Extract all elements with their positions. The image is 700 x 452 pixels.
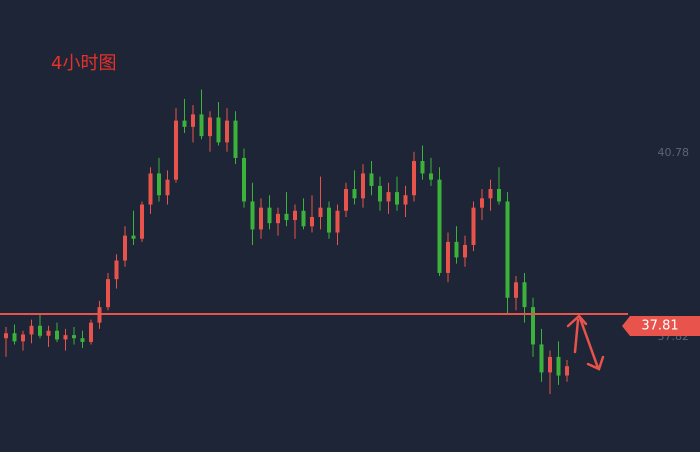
candle-body <box>259 207 263 230</box>
candle-body <box>497 189 501 202</box>
candle-body <box>531 307 535 345</box>
candle-body <box>191 114 195 127</box>
candle-body <box>403 195 408 205</box>
candle-body <box>446 241 450 273</box>
annotation-arrows <box>566 314 605 371</box>
candle-body <box>242 157 246 202</box>
candle-body <box>157 173 161 196</box>
y-tick-label: 40.78 <box>658 146 690 159</box>
candle-body <box>437 179 442 273</box>
candle-body <box>21 334 25 342</box>
candle-body <box>38 325 42 336</box>
candle-body <box>318 207 323 217</box>
price-tag-bg <box>622 316 700 336</box>
candle-body <box>463 244 467 258</box>
candle-body <box>480 198 484 208</box>
candle-body <box>369 173 374 186</box>
candle-body <box>471 207 476 245</box>
candle-body <box>522 282 527 308</box>
candle-body <box>284 213 289 221</box>
candle-body <box>344 189 348 211</box>
candle-body <box>454 241 459 258</box>
candle-body <box>63 335 68 340</box>
candle-body <box>361 173 365 199</box>
candle-body <box>199 114 204 137</box>
candle-body <box>140 204 144 239</box>
candle-body <box>12 333 17 342</box>
candle-body <box>80 338 85 342</box>
arrow-up-head <box>566 314 588 328</box>
arrow-down <box>578 316 600 370</box>
candle-body <box>395 192 399 205</box>
candle-body <box>556 356 561 376</box>
candle-body <box>165 179 170 196</box>
candle-body <box>301 210 306 227</box>
candle-body <box>89 322 93 342</box>
candle-body <box>514 282 518 298</box>
candle-body <box>412 161 416 196</box>
candle-body <box>4 333 8 339</box>
candle-body <box>420 161 425 174</box>
candle-body <box>148 173 153 205</box>
candle-body <box>216 117 221 143</box>
candle-body <box>352 189 357 199</box>
chart-title: 4小时图 <box>51 53 116 74</box>
candle-body <box>539 344 544 373</box>
candle-body <box>386 192 391 202</box>
arrow-up <box>573 318 580 354</box>
arrow-down-head <box>586 355 605 371</box>
candle-body <box>208 117 212 137</box>
candle-body <box>131 235 136 239</box>
candle-body <box>335 210 340 233</box>
candle-body <box>250 201 255 230</box>
candle-body <box>29 325 34 335</box>
candle-body <box>378 185 382 202</box>
candle-body <box>548 356 552 373</box>
candle-body <box>267 207 272 224</box>
candle-body <box>310 216 314 227</box>
candle-body <box>72 335 76 339</box>
price-tag: 37.81 <box>641 319 678 334</box>
candle-body <box>46 330 51 336</box>
candle-body <box>174 120 178 180</box>
candle-body <box>276 213 280 224</box>
candle-body <box>114 260 119 280</box>
candle-body <box>123 235 127 261</box>
candle-body <box>225 120 229 143</box>
candle-body <box>55 330 59 340</box>
candle-body <box>429 173 433 180</box>
candle-body <box>106 279 110 308</box>
candle-body <box>182 120 187 127</box>
candle-body <box>505 201 510 298</box>
candle-body <box>488 189 493 199</box>
candle-body <box>293 210 297 221</box>
candle-body <box>327 207 331 233</box>
candle-body <box>233 120 238 158</box>
candle-body <box>565 366 569 376</box>
